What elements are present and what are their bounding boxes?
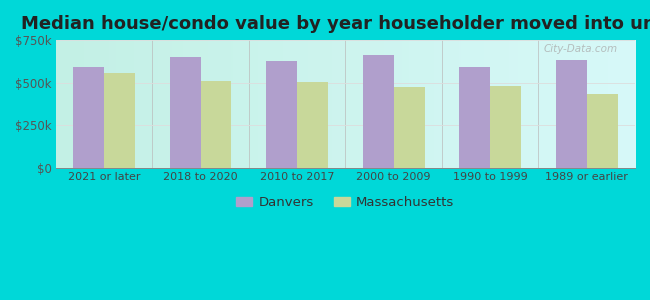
Bar	[490, 86, 521, 168]
Bar	[104, 73, 135, 168]
Title: Median house/condo value by year householder moved into unit: Median house/condo value by year househo…	[21, 15, 650, 33]
Bar	[201, 81, 231, 168]
Bar	[170, 57, 201, 168]
Bar	[297, 82, 328, 168]
Legend: Danvers, Massachusetts: Danvers, Massachusetts	[231, 191, 460, 214]
Bar	[266, 61, 297, 168]
Bar	[363, 56, 394, 168]
Text: City-Data.com: City-Data.com	[543, 44, 618, 54]
Bar	[394, 87, 424, 168]
Bar	[587, 94, 618, 168]
Bar	[460, 67, 490, 168]
Bar	[556, 60, 587, 168]
Bar	[73, 67, 104, 168]
